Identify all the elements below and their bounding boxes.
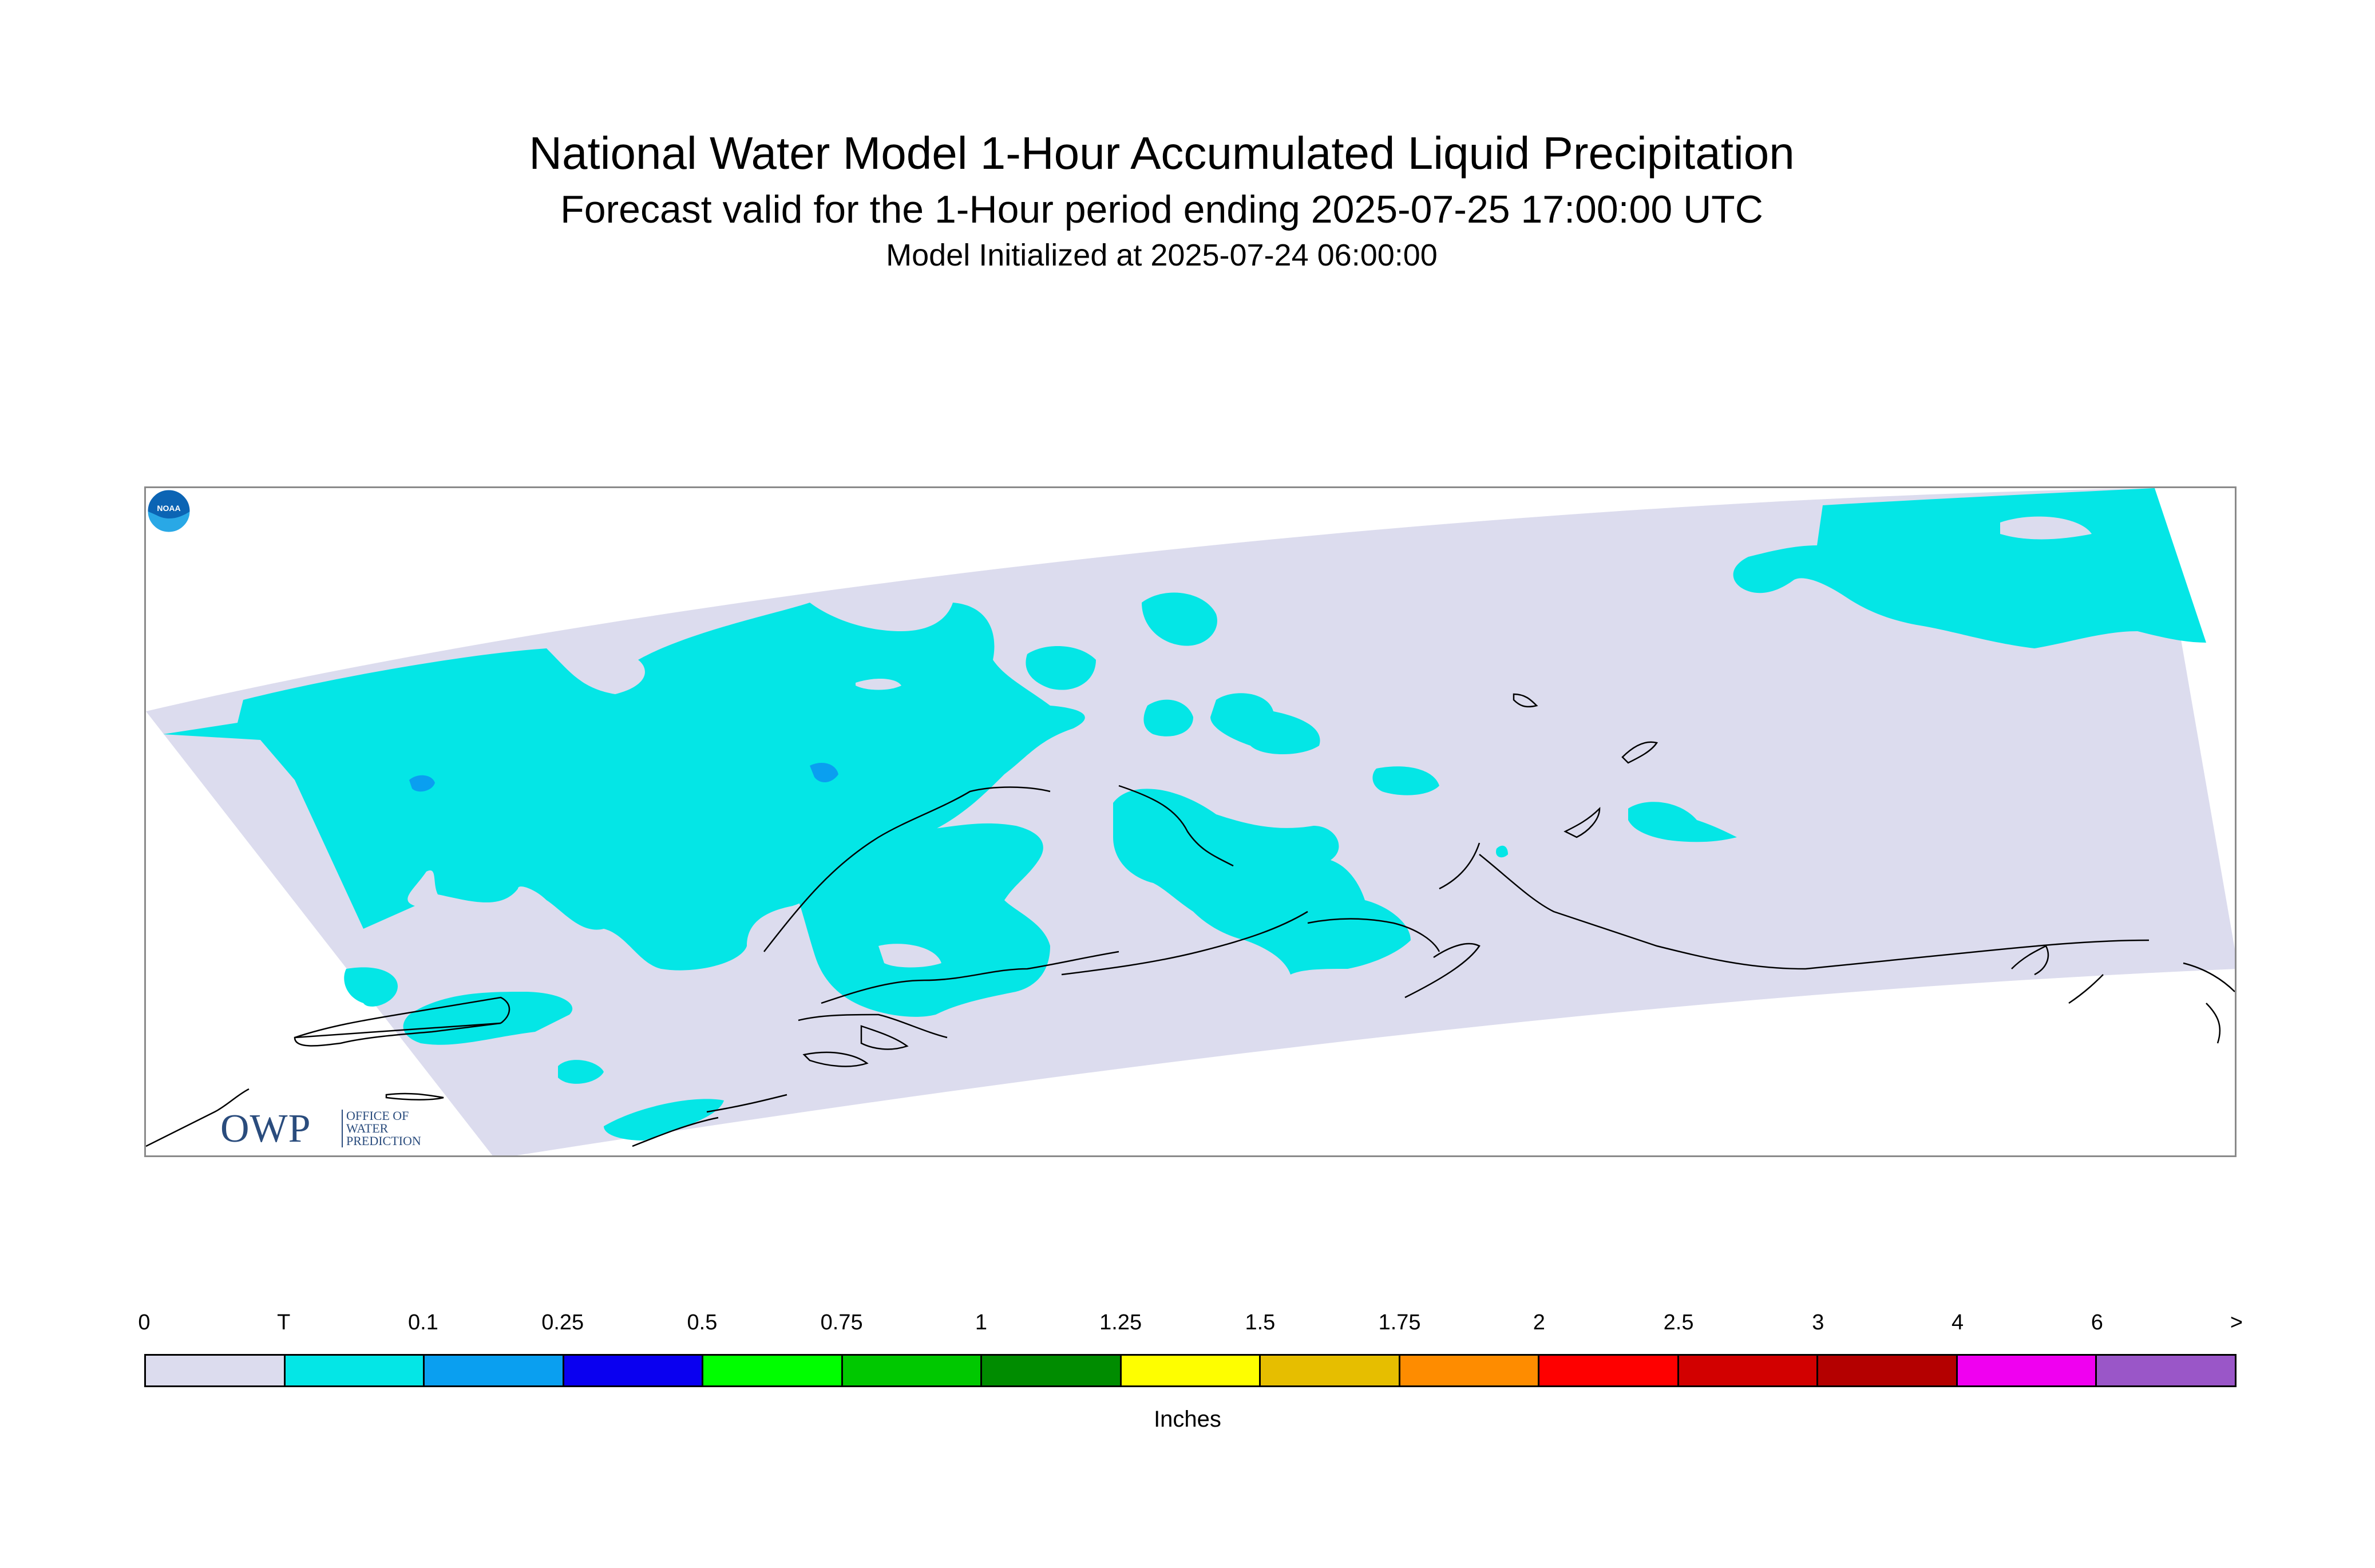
noaa-logo-icon: NOAA	[146, 488, 192, 534]
precip-area	[1210, 693, 1320, 754]
legend-tick-label: 4	[1951, 1310, 1964, 1335]
precip-heavier	[409, 775, 435, 792]
hole	[856, 679, 901, 690]
legend-color-cell	[1539, 1356, 1679, 1385]
legend-color-cell	[1261, 1356, 1400, 1385]
owp-subtext-line3: PREDICTION	[346, 1134, 421, 1148]
legend-color-cell	[703, 1356, 843, 1385]
precip-area	[344, 967, 398, 1007]
legend-color-cell	[564, 1356, 704, 1385]
precip-area	[1628, 802, 1737, 842]
legend-tick-label: 2.5	[1663, 1310, 1694, 1335]
legend-tick-label: 0.75	[820, 1310, 863, 1335]
precip-area	[403, 992, 573, 1045]
precip-area	[1733, 488, 2206, 648]
precip-area	[1496, 845, 1508, 858]
coastlines	[146, 693, 2235, 1147]
legend-tick-label: T	[277, 1310, 291, 1335]
legend-tick-label: 1.75	[1378, 1310, 1421, 1335]
legend-tick-label: 0.5	[687, 1310, 718, 1335]
precip-map	[146, 488, 2235, 1155]
precip-heavier	[810, 763, 838, 783]
owp-logo-subtext: OFFICE OF WATER PREDICTION	[342, 1110, 421, 1147]
precip-area	[1142, 592, 1217, 646]
precip-area	[604, 1099, 724, 1141]
legend-units-label: Inches	[1154, 1407, 1221, 1432]
legend-tick-label: 1	[975, 1310, 987, 1335]
legend-color-cell	[842, 1356, 983, 1385]
legend-color-cell	[2097, 1356, 2235, 1385]
legend-color-cell	[1679, 1356, 1819, 1385]
map-subtitle: Forecast valid for the 1-Hour period end…	[560, 188, 1763, 231]
precip-area	[1143, 699, 1193, 737]
legend-color-cell	[1400, 1356, 1540, 1385]
legend-tick-label: >	[2230, 1310, 2243, 1335]
legend-color-cell	[285, 1356, 425, 1385]
precip-area	[798, 823, 1050, 1017]
owp-logo-text: OWP	[220, 1107, 311, 1151]
legend-tick-label: 1.5	[1245, 1310, 1276, 1335]
hole	[2000, 516, 2092, 540]
legend-tick-label: 2	[1533, 1310, 1545, 1335]
legend-tick-label: 6	[2091, 1310, 2103, 1335]
legend-color-cell	[1957, 1356, 2097, 1385]
legend-tick-label: 0.25	[541, 1310, 584, 1335]
legend-tick-label: 3	[1812, 1310, 1824, 1335]
hole	[878, 944, 941, 968]
owp-subtext-line2: WATER	[346, 1121, 389, 1135]
legend-color-cell	[1121, 1356, 1261, 1385]
precip-area	[1113, 789, 1411, 975]
precip-area	[163, 603, 1085, 971]
color-legend: 0 T 0.1 0.25 0.5 0.75 1 1.25 1.5 1.75 2 2.5 3 4 6 > Inc…	[0, 1310, 2375, 1454]
legend-color-cell	[982, 1356, 1122, 1385]
map-title: National Water Model 1-Hour Accumulated …	[529, 128, 1795, 179]
map-panel: OWP OFFICE OF WATER PREDICTION NOAA	[144, 486, 2237, 1157]
noaa-logo-text: NOAA	[157, 504, 180, 513]
legend-color-cell	[1818, 1356, 1958, 1385]
legend-tick-label: 1.25	[1099, 1310, 1142, 1335]
model-init-line: Model Initialized at 2025-07-24 06:00:00	[886, 238, 1438, 272]
precip-area	[1026, 646, 1096, 690]
precip-area	[558, 1060, 604, 1084]
precip-area	[1372, 766, 1439, 795]
legend-tick-label: 0	[138, 1310, 151, 1335]
legend-colorbar	[144, 1354, 2237, 1387]
legend-color-cell	[425, 1356, 564, 1385]
legend-color-cell	[146, 1356, 286, 1385]
legend-tick-label: 0.1	[408, 1310, 438, 1335]
owp-subtext-line1: OFFICE OF	[346, 1108, 409, 1123]
